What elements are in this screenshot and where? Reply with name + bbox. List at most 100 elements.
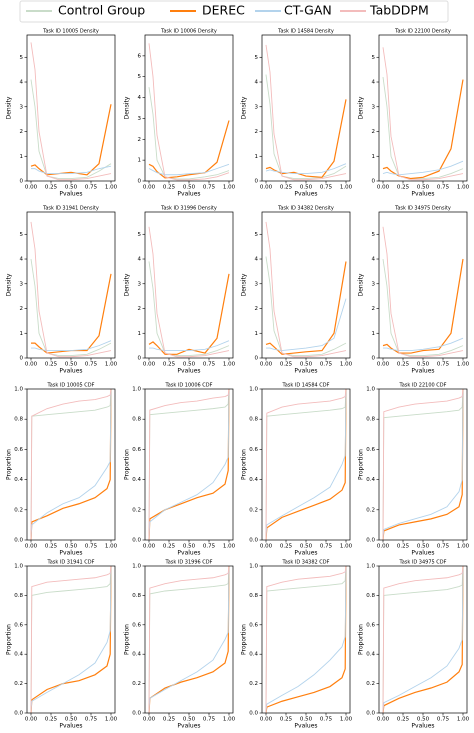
- y-tick-label: 0.6: [14, 447, 23, 453]
- x-axis-label: Pvalues: [177, 191, 200, 198]
- y-tick-label: 0.8: [14, 593, 23, 599]
- x-tick-label: 0.00: [377, 544, 390, 550]
- series-line: [382, 388, 464, 541]
- y-tick-label: 1.0: [132, 387, 141, 393]
- x-tick-label: 0.00: [25, 185, 38, 191]
- plot-frame: [144, 211, 234, 359]
- x-axis-label: Pvalues: [59, 368, 82, 375]
- x-axis-label: Pvalues: [177, 550, 200, 557]
- panel-title: Task ID 14584 Density: [277, 29, 334, 35]
- legend-label: CT-GAN: [284, 3, 332, 18]
- x-tick-label: 0.25: [280, 717, 293, 723]
- y-tick-label: 0.0: [132, 538, 141, 544]
- y-axis-label: Density: [241, 273, 248, 296]
- y-tick-label: 6: [138, 53, 142, 59]
- plot-frame: [144, 565, 234, 714]
- y-axis-label: Proportion: [6, 624, 13, 655]
- series-line: [265, 221, 347, 358]
- x-tick-label: 0.25: [280, 185, 293, 191]
- x-tick-label: 0.00: [25, 544, 38, 550]
- y-tick-label: 2: [20, 129, 24, 135]
- y-tick-label: 1.0: [366, 387, 375, 393]
- x-tick-label: 0.50: [183, 185, 196, 191]
- series-line: [265, 565, 347, 714]
- panel-title: Task ID 10006 CDF: [164, 383, 212, 389]
- series-line: [265, 261, 347, 355]
- plot-frame: [26, 34, 116, 182]
- y-tick-label: 0.6: [249, 622, 258, 628]
- x-tick-label: 0.50: [183, 544, 196, 550]
- y-tick-label: 3: [255, 281, 259, 287]
- x-tick-label: 0.00: [377, 717, 390, 723]
- x-axis-label: Pvalues: [177, 368, 200, 375]
- panel-title: Task ID 31941 CDF: [46, 560, 94, 566]
- series-line: [148, 273, 230, 355]
- x-tick-label: 1.00: [340, 544, 353, 550]
- series-line: [30, 388, 112, 541]
- x-tick-label: 1.00: [105, 717, 118, 723]
- y-tick-label: 0.0: [14, 538, 23, 544]
- x-tick-label: 0.50: [417, 717, 430, 723]
- x-tick-label: 0.50: [65, 544, 78, 550]
- y-axis-label: Density: [124, 96, 131, 119]
- y-tick-label: 0.8: [132, 593, 141, 599]
- legend-label: Control Group: [58, 3, 145, 18]
- y-tick-label: 5: [255, 232, 259, 238]
- series-line: [382, 388, 464, 541]
- y-tick-label: 4: [20, 80, 24, 86]
- legend-box: [19, 0, 449, 23]
- x-axis-label: Pvalues: [177, 723, 200, 730]
- x-tick-label: 0.75: [320, 544, 333, 550]
- plot-frame: [261, 565, 351, 714]
- panel-title: Task ID 34382 CDF: [281, 560, 329, 566]
- series-line: [148, 87, 230, 180]
- y-axis-label: Proportion: [124, 449, 131, 480]
- panel-title: Task ID 14584 CDF: [281, 383, 329, 389]
- panel: Task ID 14584 CDF 0.00 0.25 0.50 0.75 1.00 0.0…: [241, 383, 353, 557]
- series-line: [265, 388, 347, 541]
- x-tick-label: 0.25: [45, 717, 58, 723]
- series-line: [382, 258, 464, 354]
- plot-frame: [26, 211, 116, 359]
- series-line: [265, 74, 347, 179]
- y-tick-label: 0.0: [132, 711, 141, 717]
- x-tick-label: 0.75: [437, 544, 450, 550]
- series-line: [31, 340, 112, 352]
- y-tick-label: 4: [372, 257, 376, 263]
- series-line: [149, 340, 230, 352]
- y-tick-label: 0.0: [366, 538, 375, 544]
- panel-title: Task ID 10005 CDF: [46, 383, 94, 389]
- x-tick-label: 1.00: [223, 185, 236, 191]
- x-tick-label: 1.00: [457, 185, 470, 191]
- y-tick-label: 2: [138, 306, 142, 312]
- y-tick-label: 1.0: [14, 387, 23, 393]
- y-tick-label: 0.4: [249, 652, 258, 658]
- plot-frame: [378, 388, 468, 541]
- x-tick-label: 0.00: [260, 717, 273, 723]
- y-tick-label: 0: [20, 356, 24, 362]
- y-tick-label: 0.0: [366, 711, 375, 717]
- y-tick-label: 1: [20, 331, 24, 337]
- y-tick-label: 4: [138, 95, 142, 101]
- y-tick-label: 1: [255, 154, 259, 160]
- y-tick-label: 5: [20, 232, 24, 238]
- panel-title: Task ID 10006 Density: [160, 29, 217, 35]
- y-tick-label: 0: [255, 356, 259, 362]
- y-tick-label: 3: [20, 104, 24, 110]
- y-tick-label: 4: [255, 257, 259, 263]
- plot-frame: [144, 388, 234, 541]
- series-line: [30, 79, 112, 179]
- x-axis-label: Pvalues: [294, 723, 317, 730]
- series-line: [266, 298, 347, 352]
- panel: Task ID 34382 CDF 0.00 0.25 0.50 0.75 1.00 0.0…: [241, 560, 353, 730]
- y-tick-label: 0.2: [132, 507, 141, 513]
- y-tick-label: 3: [20, 281, 24, 287]
- x-tick-label: 0.25: [397, 362, 410, 368]
- x-axis-label: Pvalues: [59, 191, 82, 198]
- series-line: [382, 258, 464, 356]
- series-line: [265, 388, 347, 541]
- series-line: [265, 163, 347, 175]
- y-tick-label: 0.6: [366, 447, 375, 453]
- x-tick-label: 0.75: [320, 185, 333, 191]
- y-tick-label: 0.8: [132, 417, 141, 423]
